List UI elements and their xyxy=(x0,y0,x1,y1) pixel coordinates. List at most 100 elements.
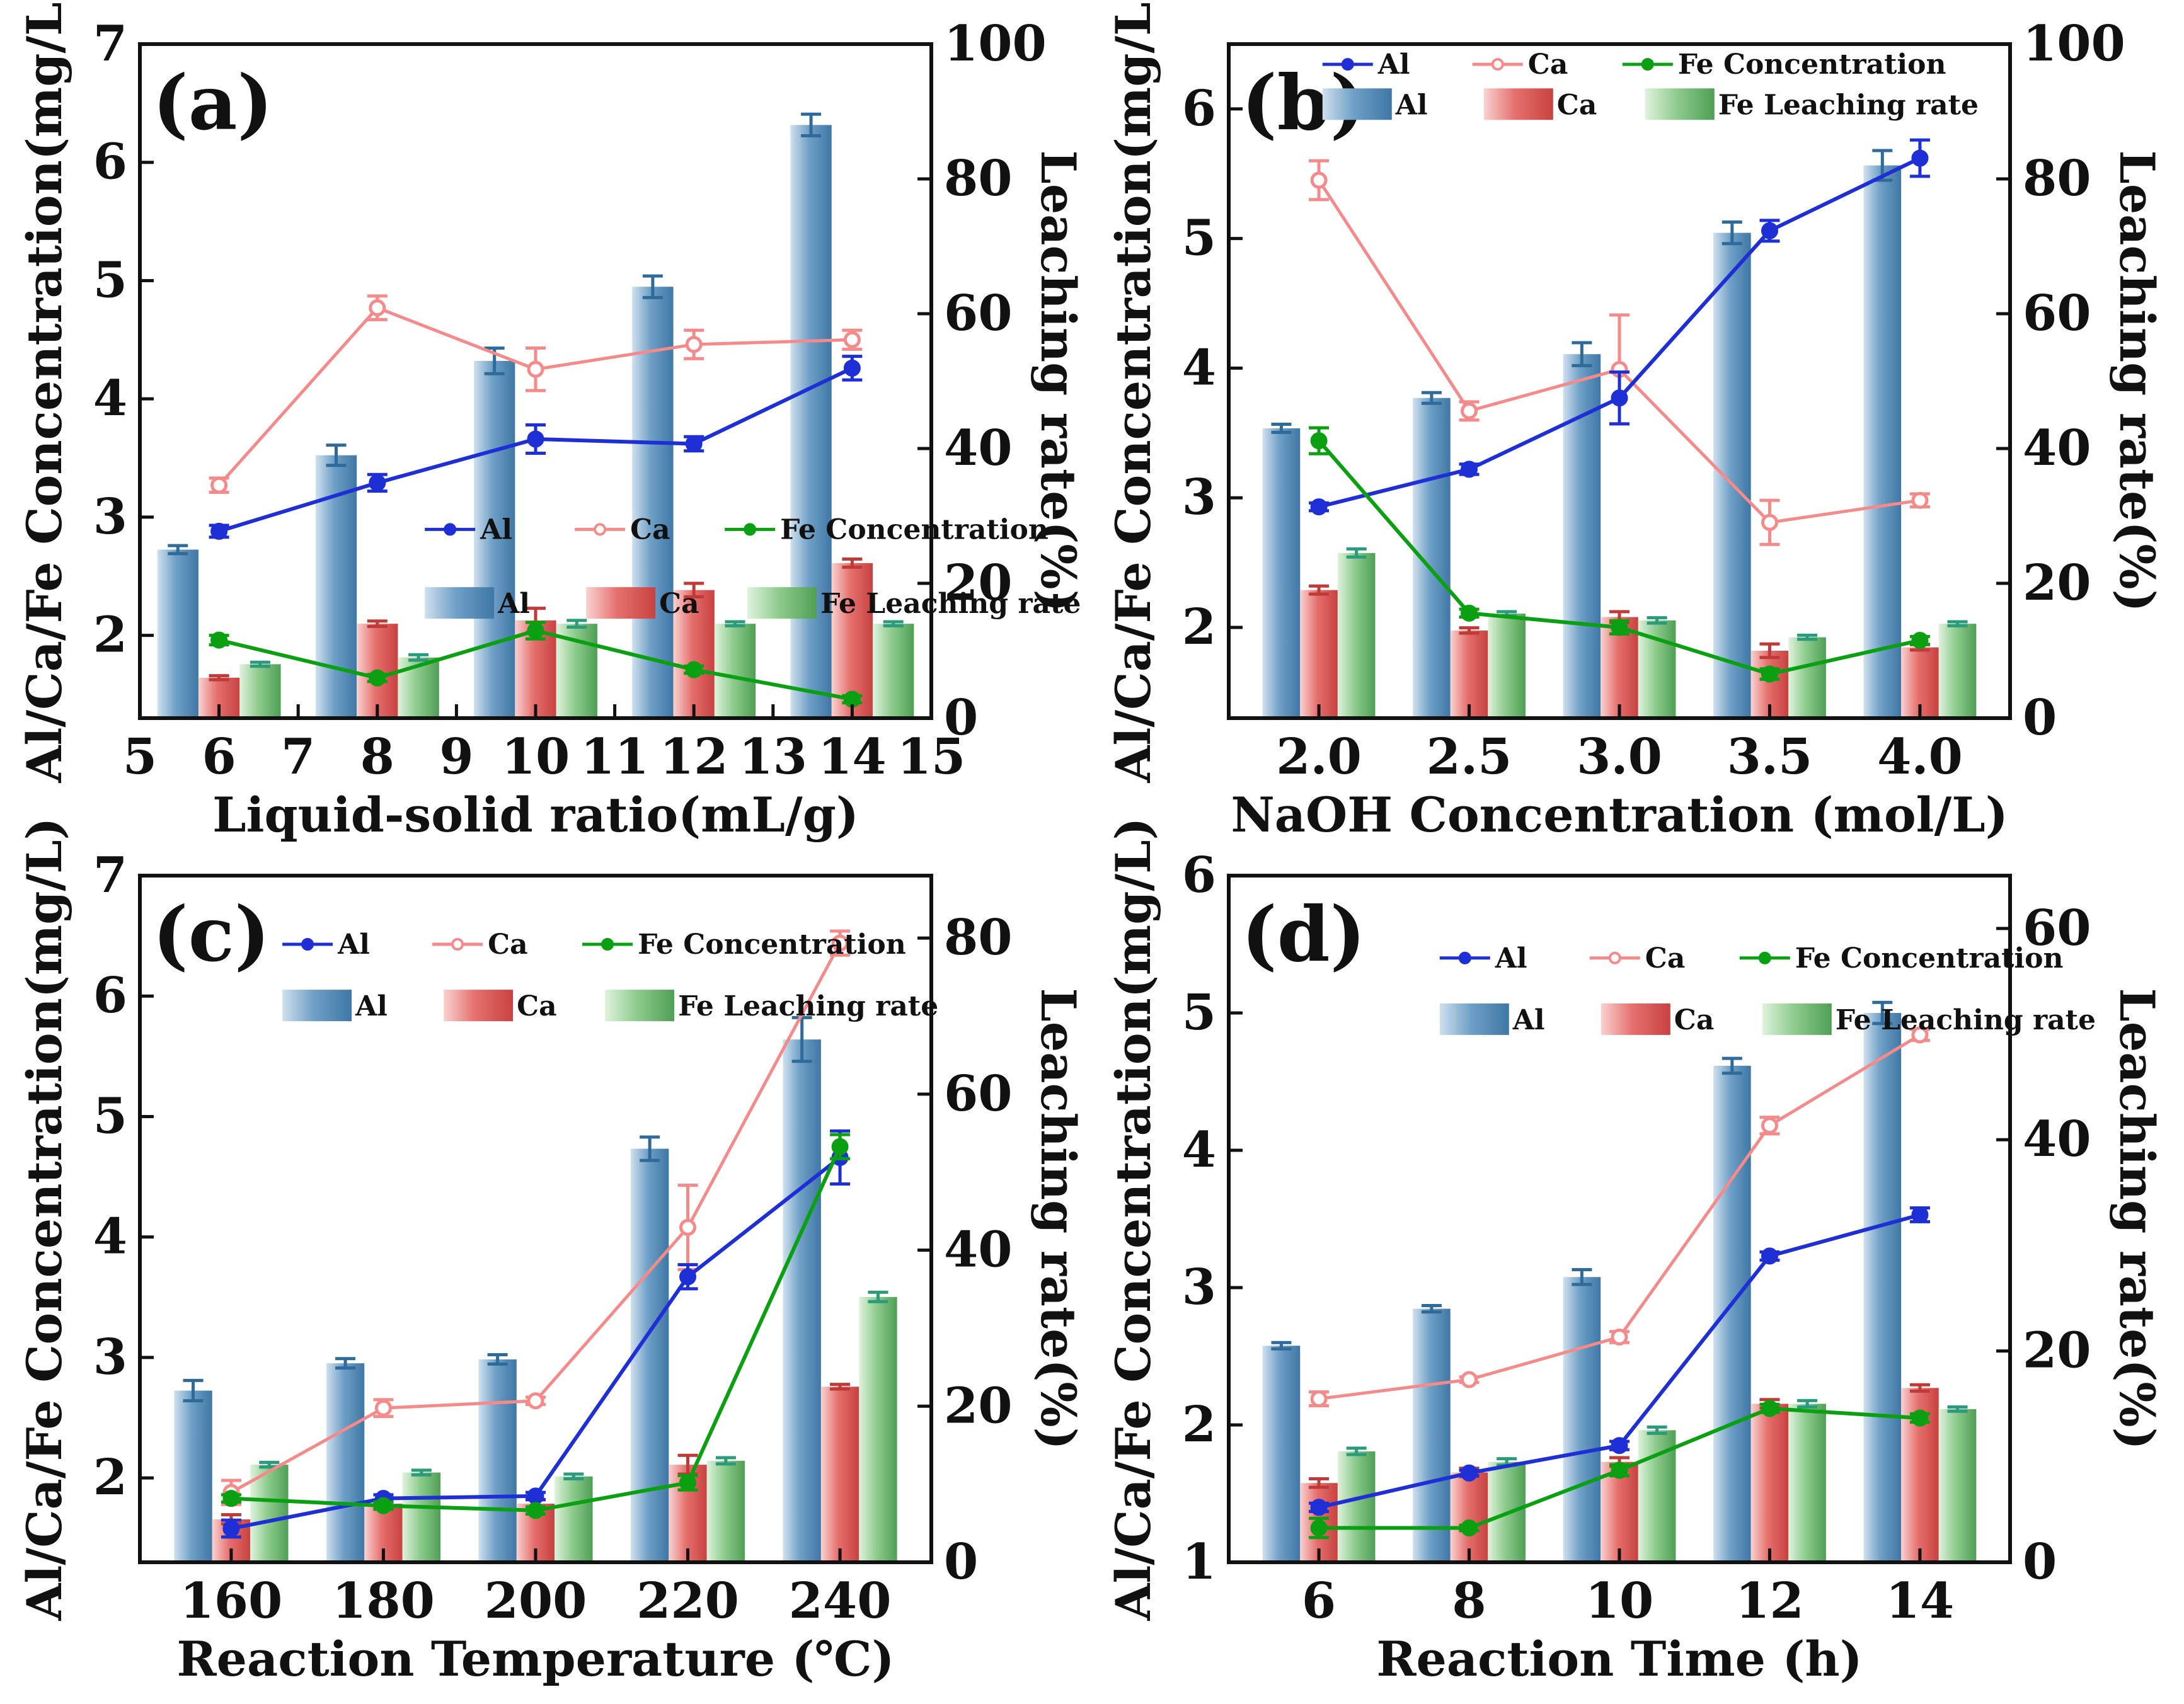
errorbar-ca-rate xyxy=(367,619,388,628)
bar-fe-rate xyxy=(1488,614,1526,718)
errorbar-ca-rate xyxy=(209,674,229,682)
x-tick-label: 6 xyxy=(202,728,236,786)
x-tick-label: 10 xyxy=(1585,1572,1654,1630)
x-axis-title: Liquid-solid ratio(mL/g) xyxy=(212,787,859,843)
point-al-concentration xyxy=(369,474,386,491)
bar-al-rate xyxy=(326,1363,365,1562)
errorbar-al-rate xyxy=(801,112,822,138)
x-tick-label: 12 xyxy=(1735,1572,1804,1630)
y-tick-label: 3 xyxy=(93,488,127,546)
point-fe-concentration xyxy=(1461,604,1478,622)
bar-fe-rate xyxy=(555,1476,593,1562)
point-al-concentration xyxy=(527,1487,544,1505)
y2-tick-label: 100 xyxy=(944,15,1047,72)
errorbar-fe-rate xyxy=(1947,620,1968,627)
point-fe-concentration xyxy=(831,1138,849,1155)
errorbar-fe-rate xyxy=(1947,1405,1968,1413)
bar-al-rate xyxy=(157,549,198,718)
x-tick-label: 5 xyxy=(123,728,157,786)
legend-label: Ca xyxy=(1557,89,1597,121)
y-tick-label: 5 xyxy=(1182,210,1216,267)
panel-label: (c) xyxy=(152,890,270,979)
bar-fe-rate xyxy=(1938,624,1977,718)
legend-bar-swatch xyxy=(1645,88,1715,120)
point-al-concentration xyxy=(685,435,703,452)
point-ca-concentration xyxy=(843,331,861,348)
point-ca-concentration xyxy=(1461,402,1478,420)
point-al-concentration xyxy=(1310,1499,1328,1516)
legend-bar-swatch xyxy=(747,587,817,619)
line-ca-concentration xyxy=(230,942,842,1494)
y2-axis-title: Leaching rate(%) xyxy=(1030,150,1086,612)
errorbar-al-rate xyxy=(791,1015,812,1063)
line-fe-concentration xyxy=(231,1146,842,1512)
point-al-concentration xyxy=(1911,1206,1929,1223)
legend-label: Fe Concentration xyxy=(638,929,906,961)
legend-marker xyxy=(1758,951,1771,964)
errorbar-fe-rate xyxy=(563,1472,584,1480)
bar-al-rate xyxy=(174,1390,212,1562)
point-ca-concentration xyxy=(369,299,386,317)
y-tick-label: 2 xyxy=(93,607,127,664)
errorbar-ca-rate xyxy=(1909,1383,1930,1393)
y2-tick-label: 20 xyxy=(2023,1322,2091,1380)
legend-marker xyxy=(1491,58,1504,71)
errorbar-fe-rate xyxy=(1647,1425,1667,1435)
point-al-concentration xyxy=(222,1519,240,1537)
y2-tick-label: 80 xyxy=(2023,150,2091,207)
x-tick-label: 4.0 xyxy=(1877,728,1963,786)
point-ca-concentration xyxy=(527,360,544,378)
bar-al-rate xyxy=(1413,397,1451,718)
y2-tick-label: 20 xyxy=(2023,554,2091,612)
point-ca-concentration xyxy=(685,336,703,353)
x-tick-label: 13 xyxy=(739,728,808,786)
point-fe-concentration xyxy=(369,669,386,687)
bar-fe-rate xyxy=(1788,1404,1826,1562)
point-ca-concentration xyxy=(1911,491,1929,509)
point-fe-concentration xyxy=(210,631,228,649)
point-fe-concentration xyxy=(1761,1400,1778,1417)
point-fe-concentration xyxy=(1310,432,1328,450)
x-tick-label: 2.5 xyxy=(1427,728,1512,786)
point-ca-concentration xyxy=(1310,1390,1328,1408)
point-al-concentration xyxy=(1911,149,1929,167)
legend-label: Fe Leaching rate xyxy=(1718,89,1979,121)
y2-tick-label: 20 xyxy=(944,554,1013,612)
legend-bar-swatch xyxy=(425,587,495,619)
point-ca-concentration xyxy=(210,476,228,494)
errorbar-ca-rate xyxy=(684,581,704,598)
y-tick-label: 3 xyxy=(1182,1259,1216,1316)
y-tick-label: 6 xyxy=(93,134,127,191)
point-ca-concentration xyxy=(1310,171,1328,189)
bar-ca-rate xyxy=(1300,590,1338,718)
y-tick-label: 5 xyxy=(1182,984,1216,1041)
y-tick-label: 4 xyxy=(1182,339,1216,396)
legend-bar-swatch xyxy=(586,587,656,619)
y-tick-label: 5 xyxy=(93,1087,127,1145)
errorbar-al-rate xyxy=(335,1357,356,1370)
bar-al-rate xyxy=(1262,428,1301,718)
bar-ca-rate xyxy=(1750,1404,1789,1562)
errorbar-al-rate xyxy=(642,274,663,299)
x-tick-label: 15 xyxy=(897,728,966,786)
point-al-concentration xyxy=(1461,1464,1478,1482)
errorbar-fe-rate xyxy=(725,620,745,627)
y2-axis-title: Leaching rate(%) xyxy=(1030,988,1086,1450)
legend-label: Al xyxy=(1395,89,1428,121)
errorbar-fe-rate xyxy=(1797,633,1818,641)
legend-label: Al xyxy=(497,588,530,620)
errorbar-fe-rate xyxy=(250,660,270,668)
legend: Al Ca Fe Concentration Al Ca Fe Leaching rate xyxy=(425,513,1081,620)
point-fe-concentration xyxy=(527,1502,544,1519)
bar-al-rate xyxy=(632,287,674,718)
point-ca-concentration xyxy=(1611,1328,1628,1346)
y-tick-label: 4 xyxy=(93,1208,127,1266)
x-tick-label: 160 xyxy=(180,1572,283,1630)
y-axis-title: Al/Ca/Fe Concentration(mg/L) xyxy=(16,0,72,784)
errorbar-ca-rate xyxy=(1459,626,1480,635)
y-tick-label: 5 xyxy=(93,251,127,309)
errorbar-al-rate xyxy=(640,1135,660,1162)
